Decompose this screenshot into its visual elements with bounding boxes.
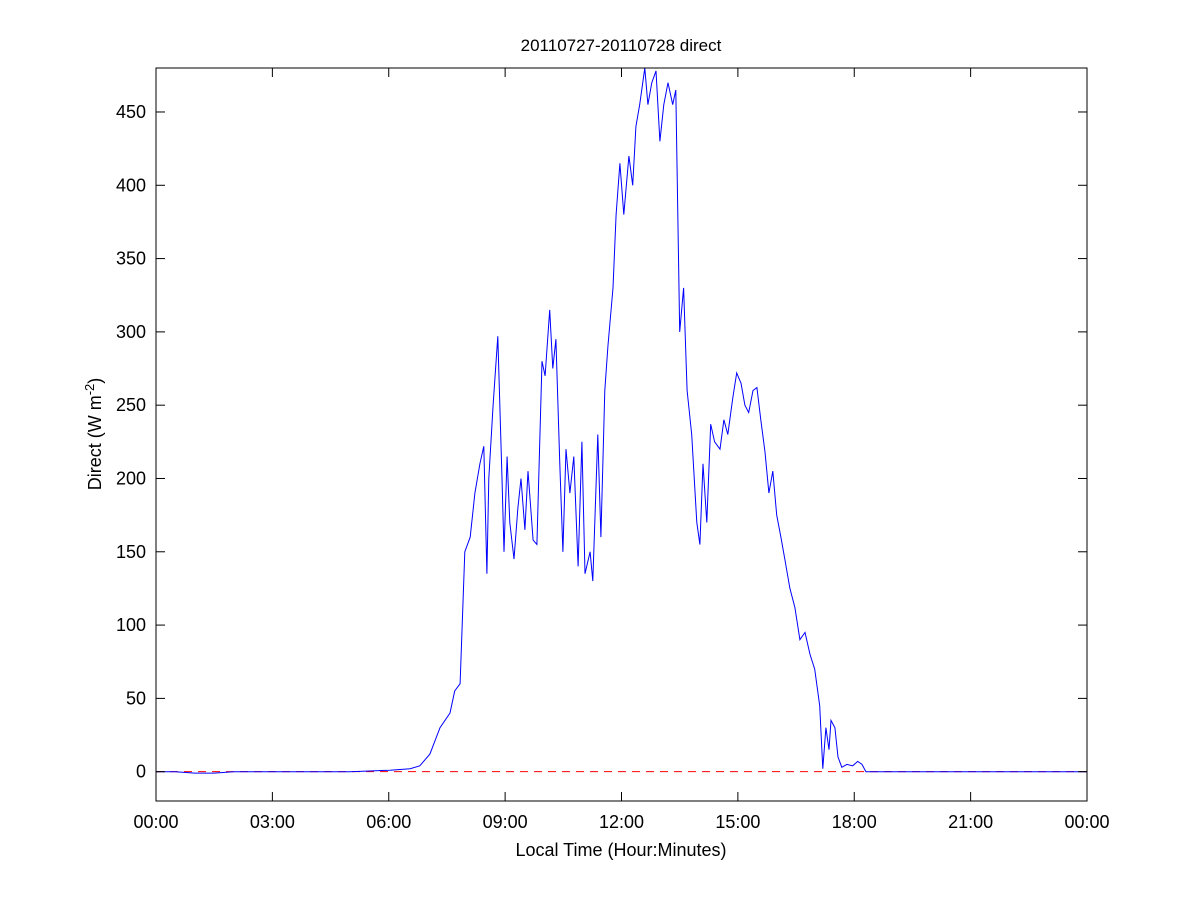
x-tick-label: 06:00 xyxy=(366,812,411,832)
x-axis-label: Local Time (Hour:Minutes) xyxy=(515,840,726,860)
x-tick-label: 15:00 xyxy=(715,812,760,832)
y-tick-label: 450 xyxy=(116,102,146,122)
y-tick-label: 0 xyxy=(136,762,146,782)
y-tick-label: 250 xyxy=(116,395,146,415)
y-tick-label: 50 xyxy=(126,688,146,708)
y-axis: 0 50 100 150 200 250 300 350 400 450 xyxy=(116,102,1087,782)
plot-area xyxy=(155,67,1088,802)
x-tick-label: 18:00 xyxy=(832,812,877,832)
series-line-direct xyxy=(156,67,1087,774)
y-axis-label-main: Direct (W m xyxy=(85,395,105,490)
y-axis-label: Direct (W m-2) xyxy=(82,378,105,491)
x-tick-label: 09:00 xyxy=(483,812,528,832)
chart-title: 20110727-20110728 direct xyxy=(521,36,722,55)
y-tick-label: 200 xyxy=(116,468,146,488)
y-tick-label: 100 xyxy=(116,615,146,635)
y-tick-label: 400 xyxy=(116,175,146,195)
y-tick-label: 300 xyxy=(116,322,146,342)
x-axis: 00:00 03:00 06:00 09:00 12:00 15:00 18:00 21:00… xyxy=(133,68,1110,832)
x-tick-label: 03:00 xyxy=(250,812,295,832)
x-tick-label: 21:00 xyxy=(948,812,993,832)
x-tick-label: 00:00 xyxy=(133,812,178,832)
y-tick-label: 350 xyxy=(116,249,146,269)
y-axis-label-suffix: ) xyxy=(85,378,105,384)
x-tick-label: 00:00 xyxy=(1064,812,1109,832)
y-axis-label-superscript: -2 xyxy=(82,384,97,396)
y-tick-label: 150 xyxy=(116,542,146,562)
x-tick-label: 12:00 xyxy=(599,812,644,832)
